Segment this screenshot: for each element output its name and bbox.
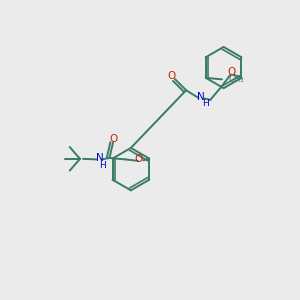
Text: H: H	[100, 161, 106, 170]
Text: N: N	[96, 153, 103, 163]
Text: O: O	[109, 134, 117, 143]
Text: CH₃: CH₃	[228, 75, 244, 84]
Text: H: H	[202, 99, 209, 108]
Text: O: O	[227, 67, 235, 77]
Text: N: N	[197, 92, 204, 102]
Text: O: O	[135, 154, 143, 164]
Text: O: O	[168, 70, 176, 80]
